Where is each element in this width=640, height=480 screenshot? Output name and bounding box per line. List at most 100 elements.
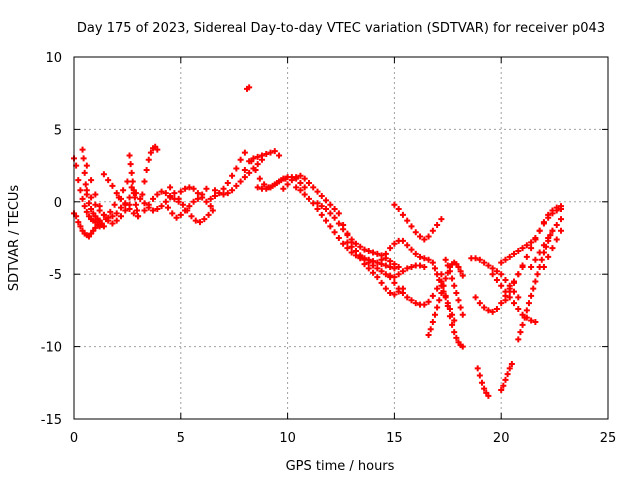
- data-point: [107, 208, 114, 215]
- data-point: [425, 256, 432, 263]
- data-point: [83, 187, 90, 194]
- data-point: [252, 166, 259, 173]
- data-point: [327, 210, 334, 217]
- data-point: [517, 329, 524, 336]
- x-tick-label: 10: [279, 431, 296, 446]
- data-point: [357, 252, 364, 259]
- data-point: [254, 161, 261, 168]
- data-point: [387, 258, 394, 265]
- series-t13: [167, 184, 216, 226]
- data-point: [472, 255, 479, 262]
- data-point: [81, 203, 88, 210]
- data-point: [205, 211, 212, 218]
- data-point: [528, 245, 535, 252]
- data-point: [352, 240, 359, 247]
- series-t41: [528, 216, 565, 270]
- data-point: [498, 259, 505, 266]
- data-point: [391, 201, 398, 208]
- data-point: [126, 152, 133, 159]
- data-point: [241, 166, 248, 173]
- data-point: [440, 288, 447, 295]
- data-point: [506, 288, 513, 295]
- data-point: [417, 253, 424, 260]
- data-point: [109, 220, 116, 227]
- data-point: [88, 177, 95, 184]
- axis-ticks: [73, 56, 609, 420]
- data-point: [374, 274, 381, 281]
- data-point: [237, 178, 244, 185]
- data-point: [179, 201, 186, 208]
- data-point: [188, 213, 195, 220]
- data-point: [271, 148, 278, 155]
- data-point: [246, 84, 253, 91]
- data-point: [126, 206, 133, 213]
- data-point: [267, 149, 274, 156]
- data-point: [75, 219, 82, 226]
- data-point: [203, 198, 210, 205]
- data-point: [100, 171, 107, 178]
- data-point: [502, 297, 509, 304]
- data-point: [113, 217, 120, 224]
- data-point: [446, 313, 453, 320]
- series-t42: [532, 206, 565, 241]
- data-point: [352, 248, 359, 255]
- data-point: [131, 194, 138, 201]
- data-point: [154, 146, 161, 153]
- x-tick-labels: 0 5 10 15 20 25: [70, 431, 616, 446]
- data-point: [429, 292, 436, 299]
- y-axis-label: SDTVAR / TECUs: [7, 185, 22, 292]
- data-point: [421, 301, 428, 308]
- data-point: [323, 206, 330, 213]
- data-point: [258, 152, 265, 159]
- data-point: [425, 298, 432, 305]
- data-point: [126, 194, 133, 201]
- data-point: [536, 249, 543, 256]
- data-point: [224, 190, 231, 197]
- data-point: [276, 178, 283, 185]
- data-point: [79, 195, 86, 202]
- series-t29: [425, 259, 466, 339]
- data-point: [344, 245, 351, 252]
- data-point: [139, 191, 146, 198]
- data-point: [455, 263, 462, 270]
- data-point: [297, 179, 304, 186]
- data-point: [453, 334, 460, 341]
- data-point: [201, 216, 208, 223]
- data-point: [85, 200, 92, 207]
- data-point: [391, 240, 398, 247]
- data-point: [267, 184, 274, 191]
- data-point: [511, 279, 518, 286]
- data-point: [171, 190, 178, 197]
- x-tick-label: 25: [600, 431, 617, 446]
- data-point: [147, 149, 154, 156]
- plot-frame: [73, 56, 609, 420]
- data-point: [449, 321, 456, 328]
- data-point: [167, 184, 174, 191]
- data-point: [553, 207, 560, 214]
- data-point: [348, 249, 355, 256]
- data-point: [444, 262, 451, 269]
- data-point: [88, 194, 95, 201]
- series-t12: [164, 185, 210, 221]
- data-point: [457, 304, 464, 311]
- data-point: [374, 259, 381, 266]
- data-point: [532, 318, 539, 325]
- data-point: [103, 216, 110, 223]
- data-point: [391, 279, 398, 286]
- data-point: [545, 253, 552, 260]
- data-point: [327, 223, 334, 230]
- data-point: [297, 172, 304, 179]
- data-point: [261, 181, 268, 188]
- data-point: [276, 152, 283, 159]
- data-point: [515, 336, 522, 343]
- data-point: [553, 221, 560, 228]
- data-point: [408, 246, 415, 253]
- series-t21: [280, 172, 342, 217]
- data-point: [80, 155, 87, 162]
- data-point: [525, 300, 532, 307]
- data-point: [459, 272, 466, 279]
- data-point: [314, 188, 321, 195]
- data-point: [340, 221, 347, 228]
- data-point: [425, 233, 432, 240]
- data-point: [207, 203, 214, 210]
